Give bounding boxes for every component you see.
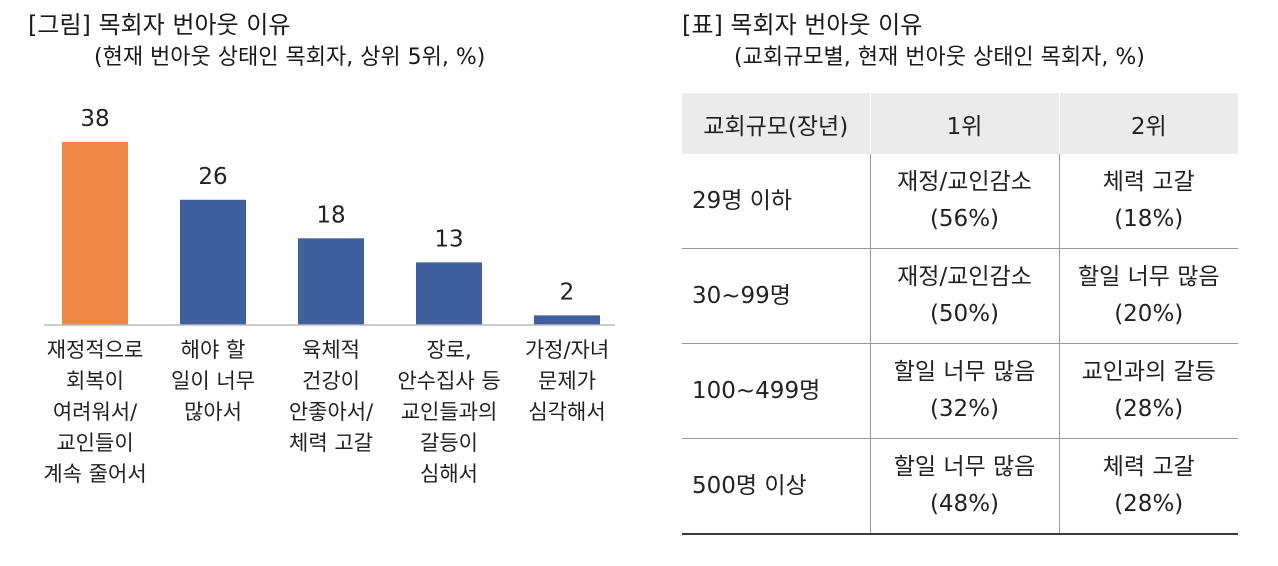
bar-mark (416, 262, 482, 325)
rank-2-cell: 교인과의 갈등 (28%) (1058, 343, 1238, 439)
bar-mark (180, 199, 246, 325)
rank-2-reason: 교인과의 갈등 (1081, 359, 1216, 385)
table-row: 30~99명 재정/교인감소 (50%) 할일 너무 많음 (20%) (682, 248, 1238, 344)
table-row: 29명 이하 재정/교인감소 (56%) 체력 고갈 (18%) (682, 154, 1238, 249)
bar-mark (534, 315, 600, 325)
chart-subtitle: (현재 번아웃 상태인 목회자, 상위 5위, %) (94, 45, 486, 70)
category-label-line: 회복이 (66, 369, 124, 393)
rank-1-reason: 재정/교인감소 (897, 169, 1032, 195)
bar-value-label: 13 (434, 226, 463, 252)
rank-2-percent: (28%) (1114, 491, 1184, 517)
bar-mark (62, 142, 128, 325)
category-label-line: 가정/자녀 (525, 338, 609, 362)
category-label-line: 장로, (426, 338, 471, 362)
table-title: [표] 목회자 번아웃 이유 (682, 11, 923, 39)
rank-1-cell: 재정/교인감소 (56%) (869, 154, 1059, 249)
category-label-line: 많아서 (184, 400, 242, 424)
rank-2-percent: (28%) (1114, 396, 1184, 422)
category-label-line: 여려워서/ (53, 400, 138, 424)
chart-title: [그림] 목회자 번아웃 이유 (28, 11, 291, 39)
category-label-line: 안좋아서/ (289, 400, 374, 424)
church-size-text: 100~499명 (692, 377, 821, 404)
category-label-line: 일이 너무 (171, 369, 255, 393)
category-label-line: 심각해서 (528, 400, 605, 424)
church-size-cell: 29명 이하 (682, 154, 870, 249)
rank-1-cell: 할일 너무 많음 (32%) (869, 343, 1059, 439)
category-label-line: 심해서 (420, 462, 478, 486)
rank-2-reason: 체력 고갈 (1102, 454, 1195, 480)
church-size-text: 29명 이하 (692, 187, 793, 214)
table-subtitle: (교회규모별, 현재 번아웃 상태인 목회자, %) (734, 45, 1145, 70)
header-rank-2: 2위 (1058, 93, 1238, 154)
table-header-row: 교회규모(장년) 1위 2위 (682, 93, 1238, 154)
category-label-line: 건강이 (302, 369, 360, 393)
category-label-line: 체력 고갈 (289, 431, 373, 455)
rank-2-reason: 할일 너무 많음 (1077, 264, 1220, 290)
bar-value-label: 2 (560, 279, 575, 305)
rank-2-cell: 체력 고갈 (28%) (1058, 438, 1238, 535)
category-label-line: 해야 할 (181, 338, 246, 362)
rank-2-cell: 할일 너무 많음 (20%) (1058, 248, 1238, 344)
rank-1-reason: 할일 너무 많음 (893, 454, 1036, 480)
bar-mark (298, 238, 364, 325)
rank-1-percent: (48%) (929, 491, 1000, 517)
bar-value-label: 18 (316, 202, 345, 228)
category-label-line: 재정적으로 (47, 338, 144, 362)
category-label-line: 교인들과의 (401, 400, 498, 424)
bar-value-label: 26 (198, 164, 227, 190)
church-size-text: 500명 이상 (692, 472, 807, 499)
rank-1-reason: 재정/교인감소 (897, 264, 1032, 290)
category-label-line: 갈등이 (420, 431, 478, 455)
rank-1-percent: (50%) (929, 301, 1000, 327)
rank-2-reason: 체력 고갈 (1102, 169, 1195, 195)
header-church-size: 교회규모(장년) (682, 93, 870, 154)
church-size-cell: 100~499명 (682, 343, 870, 439)
rank-1-cell: 재정/교인감소 (50%) (869, 248, 1059, 344)
rank-2-percent: (18%) (1114, 206, 1184, 232)
rank-1-reason: 할일 너무 많음 (893, 359, 1036, 385)
bar-value-label: 38 (80, 106, 109, 132)
rank-1-cell: 할일 너무 많음 (48%) (869, 438, 1059, 535)
church-size-table: 교회규모(장년) 1위 2위 29명 이하 재정/교인감소 (56%) 체력 고… (682, 93, 1238, 535)
church-size-cell: 30~99명 (682, 248, 870, 344)
church-size-cell: 500명 이상 (682, 438, 870, 535)
category-label-line: 육체적 (302, 338, 360, 362)
category-label-line: 안수집사 등 (397, 369, 500, 393)
header-rank-1: 1위 (869, 93, 1059, 154)
category-label-line: 교인들이 (56, 431, 133, 455)
rank-2-cell: 체력 고갈 (18%) (1058, 154, 1238, 249)
table-row: 500명 이상 할일 너무 많음 (48%) 체력 고갈 (28%) (682, 438, 1238, 535)
church-size-text: 30~99명 (692, 282, 791, 309)
rank-2-percent: (20%) (1114, 301, 1184, 327)
rank-1-percent: (56%) (929, 206, 1000, 232)
category-label-line: 계속 줄어서 (43, 462, 146, 486)
table-row: 100~499명 할일 너무 많음 (32%) 교인과의 갈등 (28%) (682, 343, 1238, 439)
category-label-line: 문제가 (538, 369, 596, 393)
rank-1-percent: (32%) (929, 396, 1000, 422)
